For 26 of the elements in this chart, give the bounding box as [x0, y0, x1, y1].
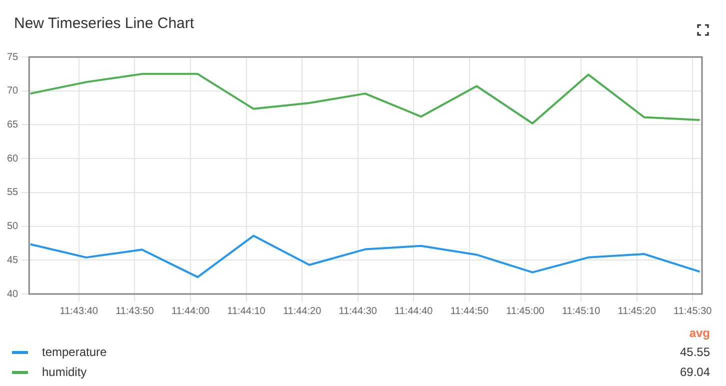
x-tick-label: 11:44:30 — [338, 306, 378, 317]
x-tick-label: 11:45:00 — [506, 306, 545, 317]
text: 45.55 — [680, 345, 710, 359]
x-tick-label: 11:43:40 — [60, 306, 98, 317]
y-tick-label: 60 — [7, 153, 19, 164]
y-tick-label: 50 — [7, 221, 19, 232]
x-tick-label: 11:44:40 — [394, 306, 434, 317]
x-tick-label: 11:44:50 — [450, 306, 489, 317]
text: 69.04 — [680, 365, 710, 379]
x-tick-label: 11:45:20 — [618, 306, 656, 317]
y-tick-label: 40 — [7, 288, 19, 300]
y-tick-label: 45 — [7, 254, 19, 266]
x-tick-label: 11:44:00 — [171, 306, 210, 317]
x-tick-label: 11:45:10 — [562, 306, 601, 317]
y-tick-label: 70 — [7, 86, 19, 97]
x-tick-label: 11:45:30 — [674, 306, 712, 317]
y-tick-label: 55 — [7, 187, 19, 198]
legend-label: temperature — [42, 345, 108, 359]
x-tick-label: 11:44:10 — [227, 306, 266, 317]
text: avg — [688, 325, 710, 342]
x-tick-label: 11:43:50 — [116, 306, 154, 317]
chart-title: New Timeseries Line Chart — [14, 15, 194, 32]
x-tick-label: 11:44:20 — [282, 306, 322, 317]
y-tick-label: 75 — [7, 52, 19, 63]
y-tick-label: 65 — [7, 119, 19, 130]
legend-label: humidity — [42, 365, 88, 379]
